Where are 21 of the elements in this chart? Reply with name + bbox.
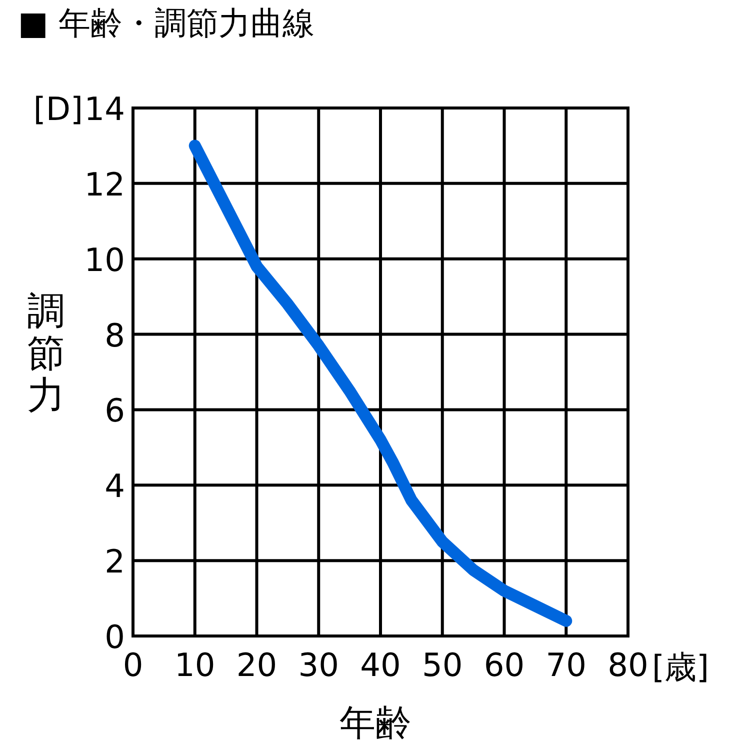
chart-title: ■ 年齢・調節力曲線 — [18, 4, 314, 42]
x-tick-label: 40 — [360, 646, 401, 684]
y-tick-label: 8 — [104, 316, 125, 354]
x-tick-label: 50 — [422, 646, 463, 684]
x-tick-label: 60 — [484, 646, 525, 684]
text: [D] — [33, 90, 83, 128]
y-axis-title: 調節力 — [27, 289, 65, 417]
y-tick-label: 6 — [104, 392, 125, 430]
x-tick-label: 20 — [236, 646, 278, 684]
x-tick-label: 70 — [546, 646, 586, 684]
y-tick-label: 0 — [104, 618, 125, 656]
y-tick-label: 2 — [104, 542, 125, 581]
y-tick-label: 10 — [84, 240, 125, 279]
y-tick-label: 12 — [84, 165, 125, 204]
x-tick-label: 30 — [298, 646, 339, 684]
y-tick-label: 4 — [104, 467, 125, 506]
x-tick-label: 10 — [174, 646, 216, 684]
text: [歳] — [652, 648, 709, 686]
x-tick-label: 80 — [608, 646, 648, 684]
y-tick-label: 14 — [84, 90, 125, 128]
x-axis-title: 年齢 — [340, 703, 412, 744]
